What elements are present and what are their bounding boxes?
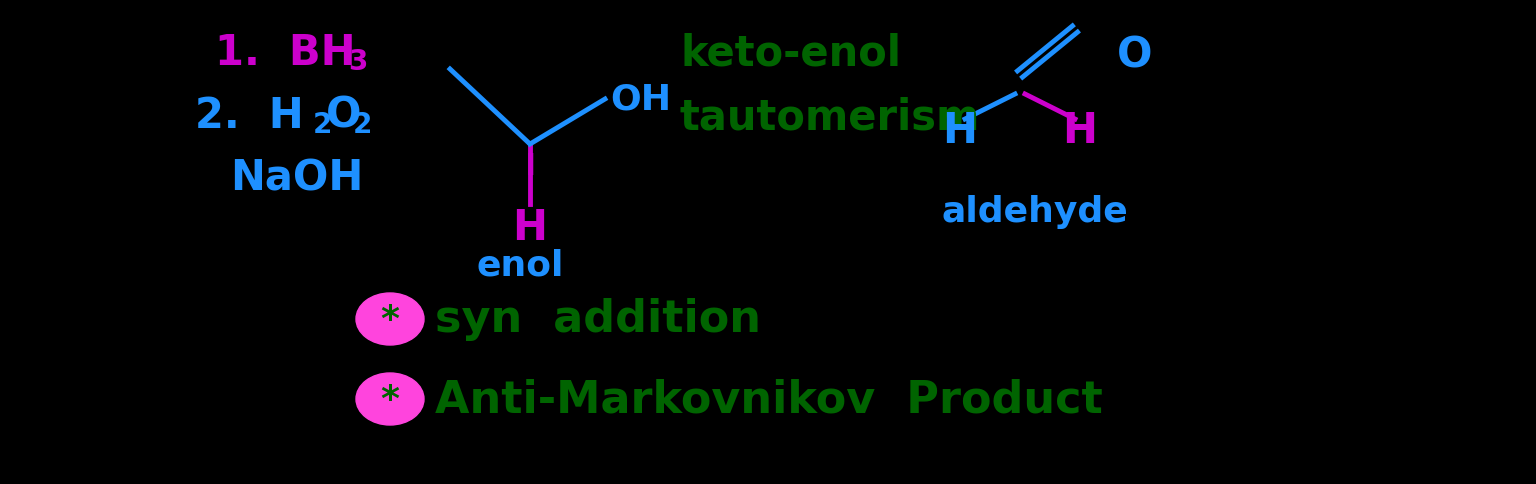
Text: O: O [326, 95, 361, 136]
Text: H: H [943, 110, 977, 151]
Text: 2.  H: 2. H [195, 95, 304, 136]
Text: H: H [513, 207, 547, 248]
Text: aldehyde: aldehyde [942, 195, 1129, 228]
Text: l: l [525, 152, 535, 181]
Ellipse shape [356, 373, 424, 425]
Text: O: O [1117, 35, 1152, 77]
Text: 3: 3 [349, 48, 367, 76]
Text: 2: 2 [313, 111, 332, 139]
Text: *: * [381, 302, 399, 336]
Text: enol: enol [476, 247, 564, 281]
Text: OH: OH [610, 82, 671, 116]
Text: keto-enol: keto-enol [680, 32, 902, 74]
Text: syn  addition: syn addition [435, 298, 760, 341]
Text: tautomerism: tautomerism [680, 97, 980, 139]
Text: *: * [381, 382, 399, 416]
Text: 2: 2 [353, 111, 372, 139]
Text: NaOH: NaOH [230, 158, 364, 199]
Text: H: H [1063, 110, 1098, 151]
Text: 1.  BH: 1. BH [215, 32, 356, 74]
Ellipse shape [356, 293, 424, 345]
Text: Anti-Markovnikov  Product: Anti-Markovnikov Product [435, 378, 1103, 421]
